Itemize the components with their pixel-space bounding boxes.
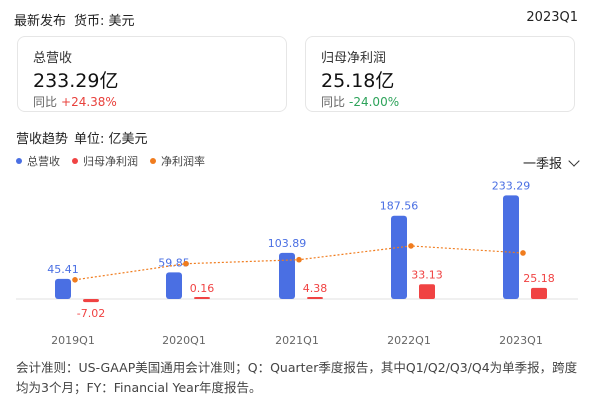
revenue-value: 233.29亿	[33, 70, 119, 92]
revenue-yoy-value: +24.38%	[61, 95, 117, 109]
profit-label: 归母净利润	[321, 51, 387, 66]
x-tick-label: 2020Q1	[162, 334, 206, 347]
profit-yoy-value: -24.00%	[349, 95, 400, 109]
legend-label-margin: 净利润率	[161, 155, 205, 168]
profit-data-label: 33.13	[411, 268, 443, 281]
revenue-data-label: 233.29	[492, 179, 531, 192]
margin-point	[296, 256, 302, 263]
revenue-bar	[503, 195, 519, 299]
revenue-bar	[279, 252, 295, 299]
trend-title-group: 营收趋势 单位: 亿美元	[16, 128, 148, 147]
revenue-bar	[391, 215, 407, 299]
margin-line	[74, 245, 524, 281]
margin-point	[408, 243, 414, 249]
chevron-down-icon	[568, 154, 580, 167]
profit-value: 25.18亿	[321, 70, 395, 92]
revenue-bar	[166, 272, 182, 299]
header-period: 2023Q1	[526, 10, 578, 25]
footnote: 会计准则：US-GAAP美国通用会计准则；Q：Quarter季度报告，其中Q1/…	[16, 360, 578, 395]
profit-data-label: 0.16	[190, 282, 215, 295]
period-dropdown-value: 一季报	[522, 157, 562, 172]
profit-card[interactable]: 归母净利润 25.18亿 同比 -24.00%	[305, 36, 575, 112]
chart-legend: 总营收 归母净利润 净利润率	[16, 153, 205, 169]
profit-bar	[531, 287, 547, 299]
legend-item-profit[interactable]: 归母净利润	[72, 153, 138, 169]
profit-yoy-label: 同比	[321, 95, 346, 109]
profit-bar	[83, 299, 99, 303]
header-title-group: 最新发布 货币: 美元	[14, 10, 135, 29]
margin-point	[72, 277, 78, 283]
profit-bar	[419, 284, 435, 299]
margin-point	[520, 250, 526, 256]
profit-bar	[194, 297, 210, 299]
revenue-bar	[55, 278, 71, 299]
profit-bar	[307, 297, 323, 299]
legend-item-margin[interactable]: 净利润率	[150, 153, 205, 169]
x-tick-label: 2021Q1	[275, 334, 319, 347]
legend-item-revenue[interactable]: 总营收	[16, 153, 60, 169]
profit-yoy: 同比 -24.00%	[321, 93, 399, 110]
profit-data-label: -7.02	[77, 307, 105, 320]
x-tick-label: 2022Q1	[387, 334, 431, 347]
profit-data-label: 25.18	[523, 272, 555, 285]
revenue-data-label: 103.89	[268, 237, 307, 250]
profit-data-label: 4.38	[303, 282, 328, 295]
legend-label-revenue: 总营收	[27, 155, 60, 168]
x-tick-label: 2019Q1	[51, 334, 95, 347]
revenue-yoy: 同比 +24.38%	[33, 93, 117, 110]
revenue-data-label: 45.41	[47, 263, 79, 276]
margin-point	[183, 260, 189, 267]
x-tick-label: 2023Q1	[499, 334, 543, 347]
legend-dot-margin	[150, 158, 156, 164]
legend-label-profit: 归母净利润	[83, 155, 138, 168]
revenue-yoy-label: 同比	[33, 95, 58, 109]
currency-label: 货币: 美元	[74, 14, 135, 29]
trend-title: 营收趋势	[16, 132, 69, 147]
trend-unit: 单位: 亿美元	[74, 132, 148, 147]
period-dropdown[interactable]: 一季报	[522, 153, 580, 172]
legend-dot-revenue	[16, 158, 22, 164]
revenue-label: 总营收	[33, 51, 73, 66]
legend-dot-profit	[72, 158, 78, 164]
revenue-card[interactable]: 总营收 233.29亿 同比 +24.38%	[17, 36, 287, 112]
revenue-data-label: 187.56	[380, 200, 419, 213]
header-title: 最新发布	[14, 14, 67, 29]
